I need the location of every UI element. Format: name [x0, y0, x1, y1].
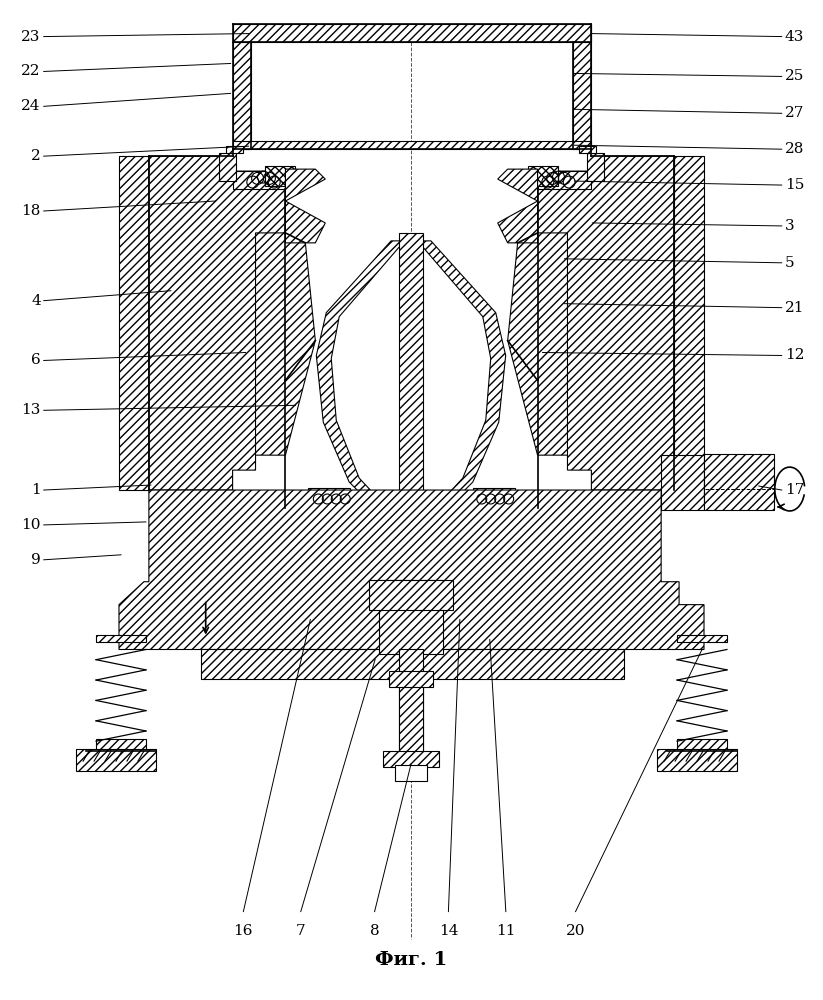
Polygon shape: [226, 146, 243, 153]
Polygon shape: [266, 166, 295, 186]
Text: 15: 15: [784, 178, 804, 192]
Polygon shape: [309, 488, 351, 510]
Polygon shape: [537, 171, 592, 189]
Polygon shape: [316, 241, 505, 532]
Text: 6: 6: [31, 353, 41, 367]
Polygon shape: [674, 156, 704, 490]
Polygon shape: [119, 490, 704, 649]
Text: 22: 22: [21, 64, 41, 78]
Polygon shape: [119, 156, 149, 490]
Text: 17: 17: [784, 483, 804, 497]
Polygon shape: [588, 153, 604, 181]
Polygon shape: [219, 153, 235, 181]
Polygon shape: [528, 166, 557, 186]
Polygon shape: [472, 488, 514, 510]
Polygon shape: [399, 233, 423, 754]
Polygon shape: [704, 480, 769, 498]
Text: 23: 23: [21, 30, 41, 44]
Polygon shape: [286, 169, 325, 201]
Text: 2: 2: [31, 149, 41, 163]
Polygon shape: [96, 635, 146, 642]
Polygon shape: [498, 169, 537, 201]
Polygon shape: [149, 156, 233, 173]
Polygon shape: [286, 201, 325, 243]
Polygon shape: [379, 580, 443, 654]
Polygon shape: [574, 24, 592, 149]
Text: 24: 24: [21, 99, 41, 113]
Polygon shape: [677, 635, 727, 642]
Text: 21: 21: [784, 301, 804, 315]
Polygon shape: [370, 580, 453, 610]
Text: 10: 10: [21, 518, 41, 532]
Polygon shape: [383, 751, 439, 767]
Text: 43: 43: [784, 30, 804, 44]
Polygon shape: [233, 24, 250, 149]
Polygon shape: [592, 156, 674, 173]
Polygon shape: [658, 749, 737, 771]
Text: 13: 13: [21, 403, 41, 417]
Polygon shape: [233, 24, 592, 42]
Text: 16: 16: [234, 924, 253, 938]
Text: 11: 11: [496, 924, 515, 938]
Polygon shape: [233, 171, 286, 189]
Text: 20: 20: [565, 924, 585, 938]
Polygon shape: [389, 671, 433, 687]
Text: 4: 4: [31, 294, 41, 308]
Polygon shape: [96, 739, 146, 751]
Text: 18: 18: [21, 204, 41, 218]
Polygon shape: [77, 749, 156, 771]
Text: 8: 8: [370, 924, 379, 938]
Text: 3: 3: [784, 219, 794, 233]
Polygon shape: [537, 156, 674, 490]
Polygon shape: [508, 233, 568, 455]
Text: 7: 7: [296, 924, 305, 938]
Polygon shape: [149, 156, 286, 490]
Polygon shape: [677, 739, 727, 751]
Polygon shape: [498, 201, 537, 243]
Text: 25: 25: [784, 69, 804, 83]
Polygon shape: [661, 455, 704, 510]
Polygon shape: [395, 765, 427, 781]
Polygon shape: [704, 454, 774, 510]
Polygon shape: [286, 508, 537, 640]
Text: 12: 12: [784, 348, 804, 362]
Text: Фиг. 1: Фиг. 1: [375, 951, 447, 969]
Text: 5: 5: [784, 256, 794, 270]
Text: 1: 1: [31, 483, 41, 497]
Polygon shape: [255, 233, 315, 455]
Polygon shape: [332, 245, 491, 524]
Polygon shape: [201, 649, 625, 679]
Text: 14: 14: [439, 924, 458, 938]
Polygon shape: [399, 649, 423, 754]
Text: 9: 9: [31, 553, 41, 567]
Text: 27: 27: [784, 106, 804, 120]
Polygon shape: [579, 146, 597, 153]
Polygon shape: [233, 141, 592, 149]
Text: 28: 28: [784, 142, 804, 156]
